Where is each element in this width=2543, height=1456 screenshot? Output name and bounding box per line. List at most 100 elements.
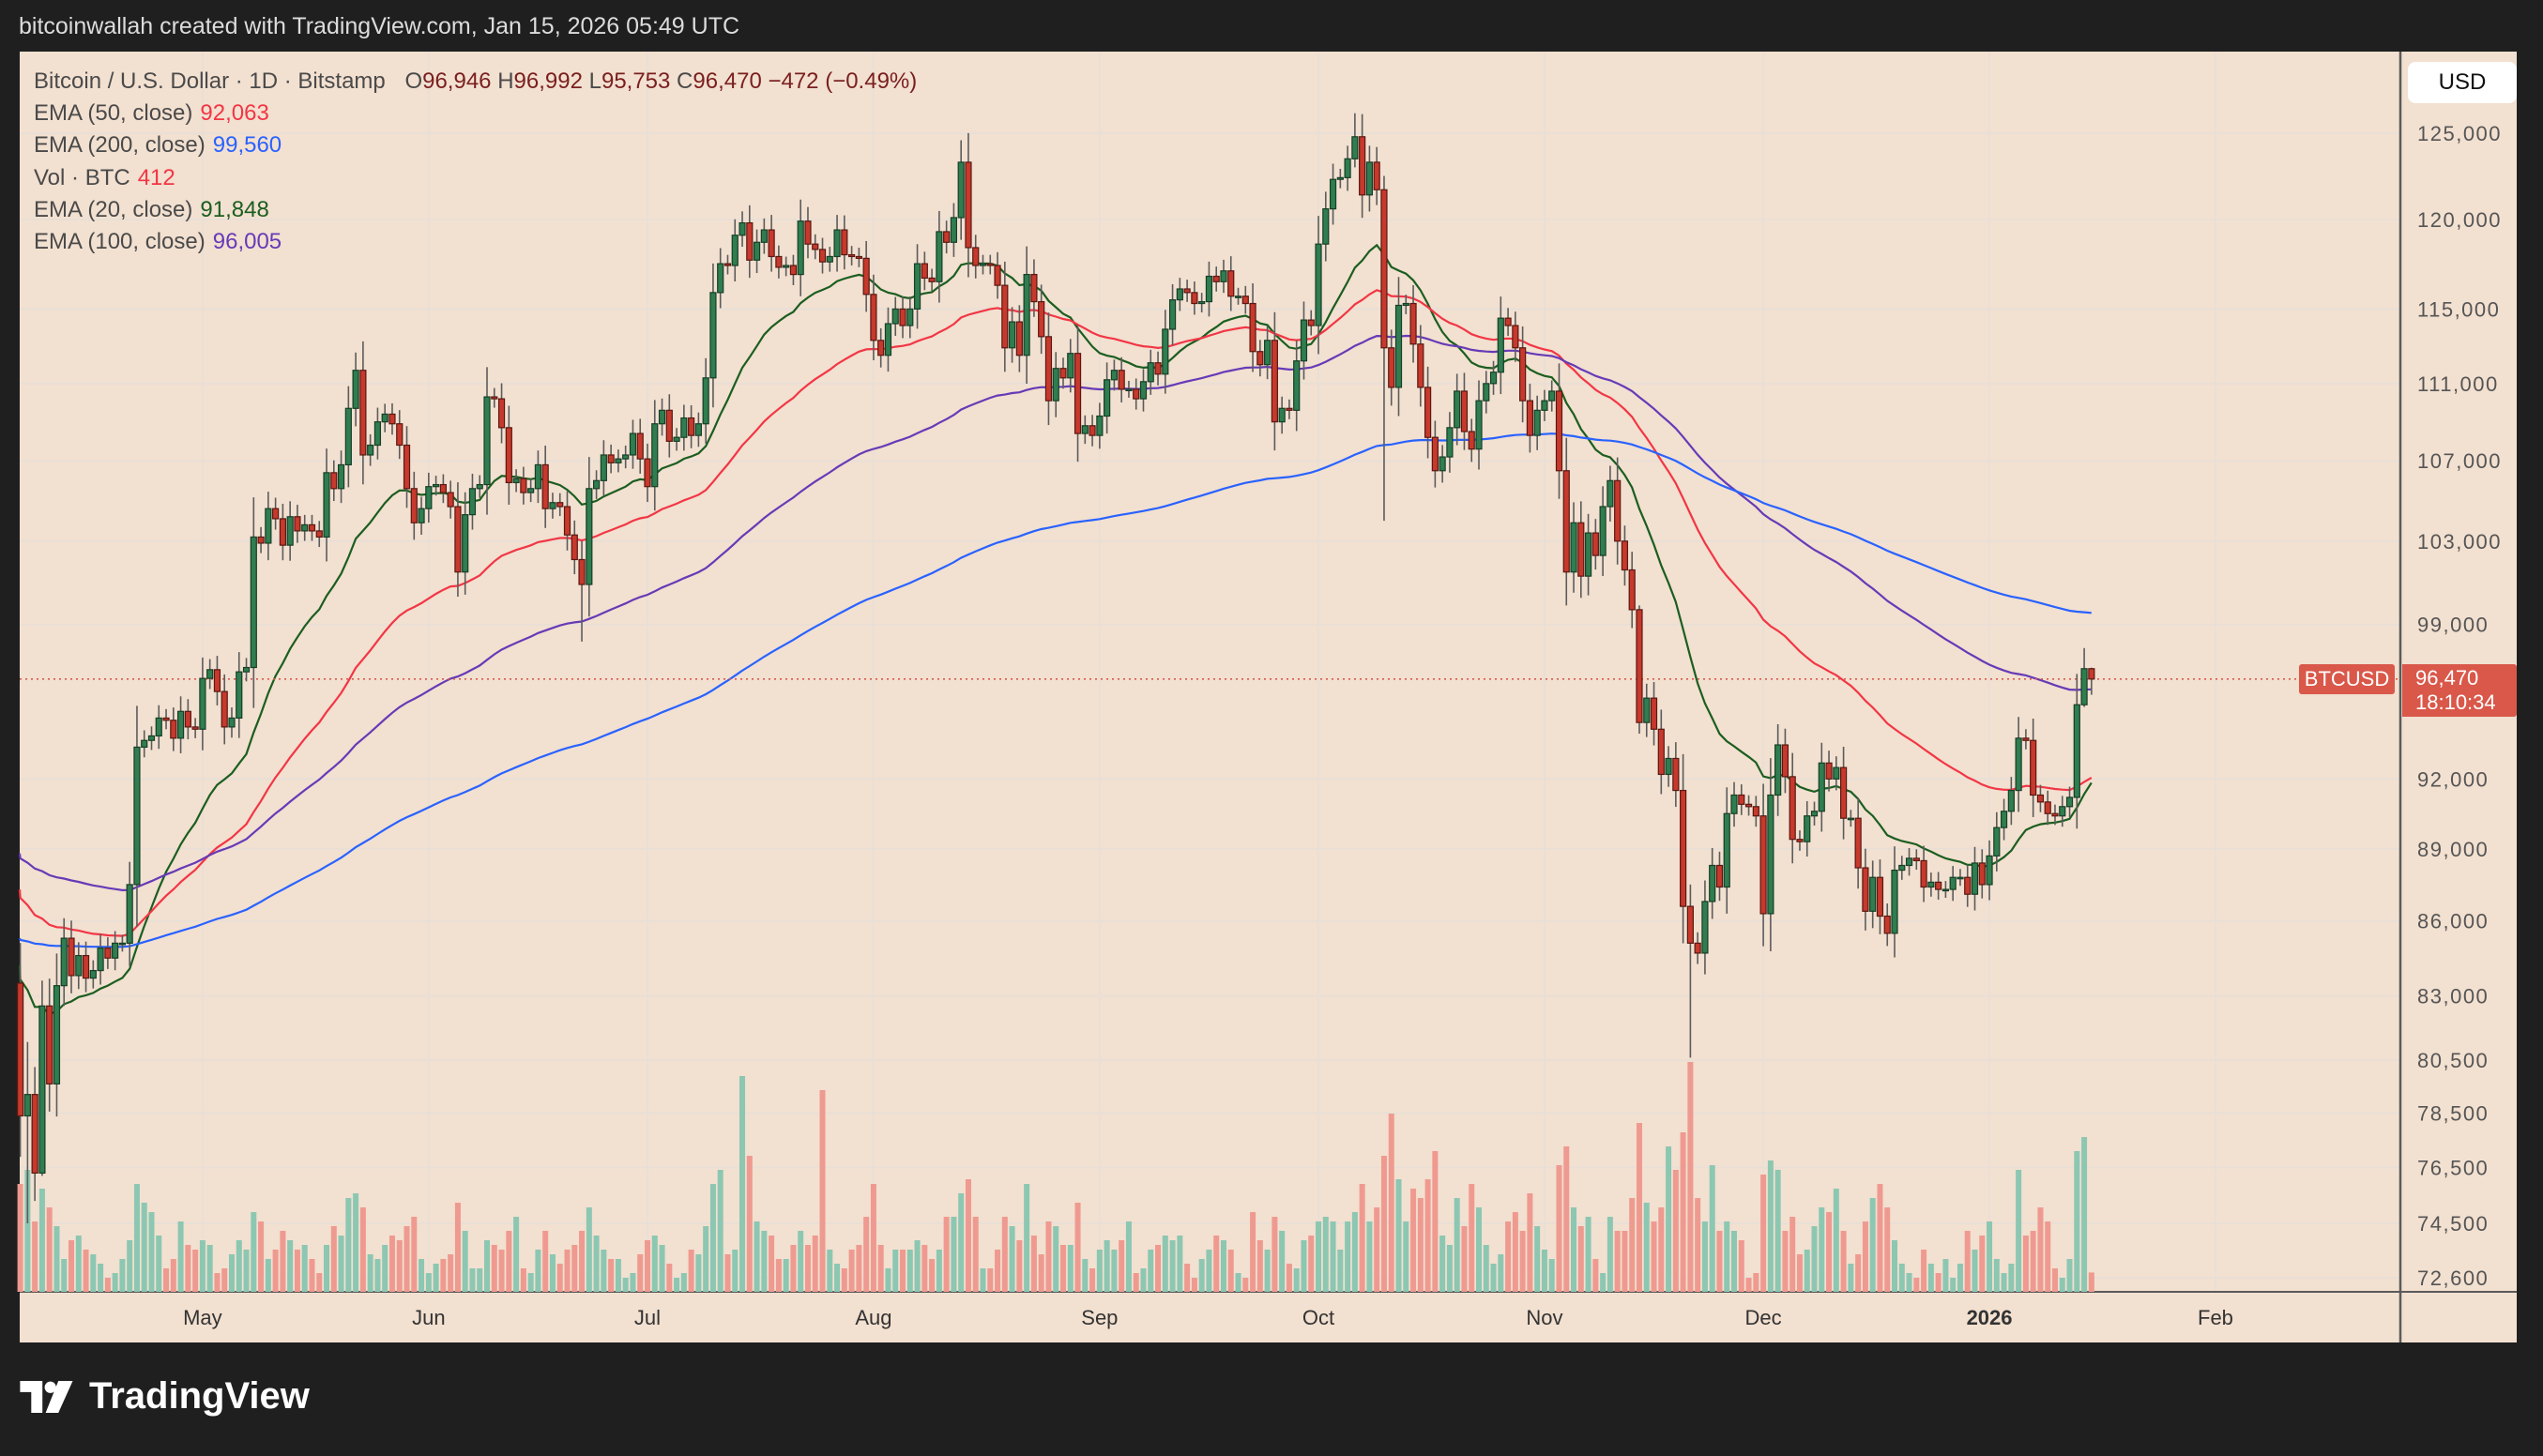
candle-body	[1483, 383, 1490, 402]
volume-bar	[1184, 1264, 1191, 1292]
candle	[46, 978, 53, 1112]
candle-body	[155, 717, 162, 737]
candle	[1738, 784, 1745, 815]
candle	[789, 254, 798, 285]
candle-body	[1220, 270, 1227, 282]
indicator-volume[interactable]: Vol · BTC 412	[34, 162, 917, 194]
candle-body	[2000, 811, 2008, 828]
volume-bar	[251, 1212, 257, 1292]
tradingview-logo[interactable]: TradingView	[20, 1375, 310, 1418]
candle-body	[301, 523, 309, 532]
candle-body	[739, 221, 746, 236]
candle-body	[1869, 876, 1877, 912]
candle-body	[723, 263, 732, 266]
candle-body	[1628, 569, 1636, 611]
candle-body	[1176, 288, 1183, 301]
candle	[1657, 709, 1665, 795]
candle-body	[2015, 737, 2022, 792]
candle	[454, 482, 462, 598]
currency-button[interactable]: USD	[2408, 62, 2517, 103]
candle	[1920, 845, 1927, 902]
high-value: 96,992	[513, 68, 583, 94]
candle	[1833, 756, 1840, 791]
candle	[1774, 723, 1782, 816]
symbol-title[interactable]: Bitcoin / U.S. Dollar · 1D · Bitstamp	[34, 68, 386, 94]
candle	[600, 440, 607, 496]
candle-body	[1460, 390, 1469, 432]
candle	[505, 405, 512, 506]
volume-bar	[1906, 1273, 1912, 1292]
candle	[1176, 278, 1183, 311]
volume-bar	[1993, 1259, 2000, 1292]
volume-bar	[469, 1268, 476, 1292]
volume-bar	[287, 1240, 294, 1292]
candle-body	[957, 161, 965, 219]
candle-body	[1694, 942, 1701, 954]
indicator-ema50[interactable]: EMA (50, close) 92,063	[34, 98, 917, 129]
candle	[1220, 259, 1227, 294]
candle	[433, 476, 440, 496]
candle-body	[578, 558, 586, 585]
candle-body	[775, 255, 783, 268]
volume-bar	[1351, 1212, 1358, 1292]
candle	[1672, 742, 1680, 808]
volume-bar	[1796, 1254, 1803, 1292]
volume-bar	[1753, 1273, 1759, 1292]
volume-bar	[972, 1217, 979, 1292]
candle-body	[1636, 609, 1643, 723]
volume-bar	[1942, 1259, 1949, 1292]
ema-lines	[18, 243, 2093, 1016]
candle	[1898, 856, 1906, 880]
candle	[1628, 552, 1636, 629]
volume-bar	[739, 1076, 746, 1292]
chart-panel[interactable]	[20, 52, 2517, 1342]
candle	[1052, 352, 1059, 417]
candle-body	[862, 257, 870, 296]
volume-bar	[1074, 1203, 1081, 1292]
candle	[1686, 884, 1694, 1058]
indicator-ema200[interactable]: EMA (200, close) 99,560	[34, 129, 917, 161]
candle	[60, 918, 68, 1007]
candle-body	[1446, 427, 1454, 458]
price-tick-label: 86,000	[2417, 910, 2489, 933]
volume-bar	[1950, 1278, 1957, 1292]
price-tick-label: 111,000	[2417, 372, 2499, 396]
candle-body	[242, 666, 251, 673]
volume-bar	[1330, 1221, 1336, 1292]
volume-bar	[345, 1198, 352, 1292]
volume-bar	[294, 1250, 300, 1292]
candle-body	[454, 506, 462, 573]
candle-body	[1329, 178, 1337, 210]
indicator-ema100[interactable]: EMA (100, close) 96,005	[34, 226, 917, 258]
volume-bar	[1053, 1226, 1059, 1292]
volume-bar	[1935, 1273, 1942, 1292]
volume-bar	[732, 1250, 739, 1292]
candle-body	[644, 458, 651, 488]
candle	[717, 248, 724, 309]
candle	[1446, 412, 1454, 473]
volume-bar	[921, 1245, 928, 1292]
volume-bar	[769, 1236, 775, 1292]
candle	[1431, 420, 1439, 488]
indicator-ema20[interactable]: EMA (20, close) 91,848	[34, 194, 917, 226]
volume-bar	[1774, 1170, 1781, 1292]
candle-body	[1643, 697, 1651, 723]
candle-body	[1957, 876, 1964, 880]
volume-bar	[374, 1259, 381, 1292]
volume-bar	[1111, 1250, 1118, 1292]
volume-bar	[761, 1231, 768, 1292]
volume-bar	[987, 1268, 994, 1292]
volume-bar	[995, 1250, 1001, 1292]
candle	[739, 211, 746, 248]
volume-bar	[1148, 1250, 1154, 1292]
candle-body	[1081, 425, 1089, 434]
candle	[1533, 395, 1541, 450]
candle	[497, 383, 506, 444]
candle-body	[462, 514, 469, 573]
candle	[1927, 872, 1935, 897]
volume-bar	[221, 1268, 228, 1292]
candle	[1796, 830, 1804, 851]
volume-bar	[943, 1217, 950, 1292]
candle-body	[1591, 532, 1599, 556]
